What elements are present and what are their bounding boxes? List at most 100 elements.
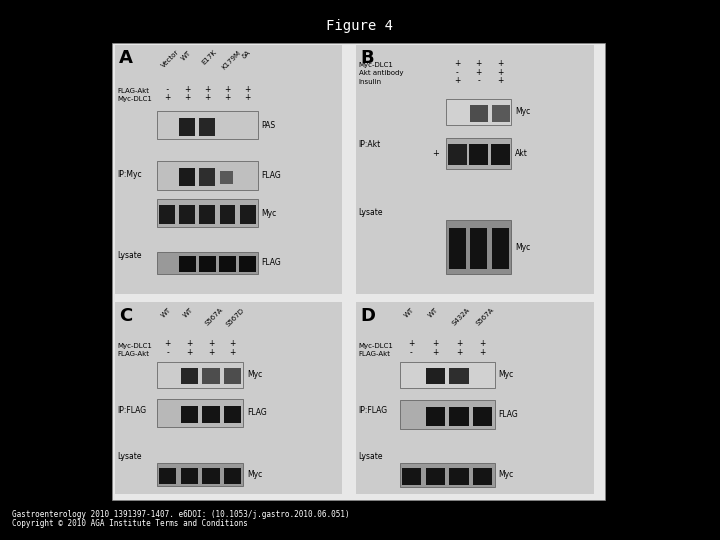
- Text: +: +: [476, 68, 482, 77]
- Text: Akt: Akt: [515, 149, 528, 158]
- Bar: [115, 302, 342, 494]
- Text: δA: δA: [241, 49, 252, 60]
- Bar: [199, 256, 216, 272]
- Text: +: +: [225, 93, 230, 102]
- Text: +: +: [456, 348, 462, 357]
- Bar: [449, 368, 469, 384]
- Text: -: -: [164, 85, 170, 94]
- Bar: [426, 468, 445, 485]
- Text: IP:Myc: IP:Myc: [117, 170, 142, 179]
- Text: +: +: [204, 93, 210, 102]
- Text: +: +: [498, 77, 503, 85]
- Bar: [224, 368, 241, 384]
- Text: Gastroenterology 2010 1391397-1407. e6DOI: (10.1053/j.gastro.2010.06.051): Gastroenterology 2010 1391397-1407. e6DO…: [12, 510, 350, 519]
- Bar: [179, 118, 195, 136]
- Text: Myc-DLC1: Myc-DLC1: [117, 342, 152, 349]
- Text: WT: WT: [427, 307, 439, 319]
- Text: IP:FLAG: IP:FLAG: [117, 406, 146, 415]
- Bar: [157, 199, 258, 227]
- Text: +: +: [204, 85, 210, 94]
- Text: S567D: S567D: [225, 307, 246, 327]
- Bar: [426, 368, 445, 384]
- Bar: [157, 252, 258, 274]
- Text: Myc: Myc: [515, 107, 530, 116]
- Text: WT: WT: [181, 49, 193, 61]
- Text: S567A: S567A: [204, 307, 224, 327]
- Text: Myc-DLC1: Myc-DLC1: [117, 96, 152, 102]
- Bar: [157, 399, 243, 427]
- Bar: [220, 171, 233, 184]
- Text: Lysate: Lysate: [359, 452, 383, 461]
- Text: Insulin: Insulin: [359, 78, 382, 85]
- Text: A: A: [119, 49, 132, 67]
- Bar: [199, 118, 215, 136]
- Bar: [179, 256, 196, 272]
- Bar: [181, 406, 198, 423]
- Text: Myc-DLC1: Myc-DLC1: [359, 62, 393, 69]
- Bar: [448, 144, 467, 165]
- Bar: [491, 144, 510, 165]
- Bar: [446, 99, 511, 125]
- Bar: [356, 302, 594, 494]
- Bar: [449, 468, 469, 485]
- Text: +: +: [480, 340, 486, 348]
- Bar: [492, 228, 509, 269]
- Text: FLAG: FLAG: [498, 410, 518, 419]
- Text: +: +: [480, 348, 486, 357]
- Text: Myc: Myc: [247, 470, 262, 479]
- Text: -: -: [456, 68, 459, 77]
- Text: K179M: K179M: [221, 49, 242, 70]
- Text: +: +: [165, 340, 171, 348]
- Text: Akt antibody: Akt antibody: [359, 70, 403, 77]
- Text: Myc: Myc: [515, 243, 530, 252]
- Text: FLAG: FLAG: [261, 171, 281, 180]
- Text: Myc: Myc: [261, 209, 276, 218]
- Text: C: C: [119, 307, 132, 325]
- Bar: [159, 205, 175, 224]
- Bar: [199, 205, 215, 224]
- Text: Lysate: Lysate: [117, 251, 142, 260]
- Bar: [181, 468, 198, 484]
- Bar: [449, 228, 466, 269]
- Bar: [446, 138, 511, 169]
- Bar: [179, 205, 195, 224]
- Text: Copyright © 2010 AGA Institute Terms and Conditions: Copyright © 2010 AGA Institute Terms and…: [12, 519, 248, 528]
- Text: +: +: [186, 348, 192, 357]
- Text: +: +: [432, 348, 438, 357]
- Text: +: +: [245, 93, 251, 102]
- Text: FLAG-Akt: FLAG-Akt: [117, 350, 149, 357]
- Text: B: B: [360, 49, 374, 67]
- Text: +: +: [498, 59, 503, 68]
- Text: S432A: S432A: [451, 307, 471, 327]
- Text: +: +: [230, 348, 235, 357]
- Bar: [469, 144, 488, 165]
- Text: Myc: Myc: [498, 370, 513, 379]
- Bar: [240, 205, 256, 224]
- Bar: [400, 463, 495, 487]
- Text: +: +: [432, 340, 438, 348]
- Bar: [157, 161, 258, 190]
- Text: +: +: [184, 93, 190, 102]
- Bar: [157, 463, 243, 486]
- Text: +: +: [408, 340, 415, 348]
- Bar: [220, 205, 235, 224]
- Text: +: +: [164, 93, 170, 102]
- Text: +: +: [456, 340, 462, 348]
- Text: +: +: [245, 85, 251, 94]
- Bar: [470, 105, 488, 122]
- Bar: [159, 468, 176, 484]
- Text: WT: WT: [182, 307, 194, 319]
- Text: +: +: [454, 77, 460, 85]
- Text: E17K: E17K: [201, 49, 217, 66]
- Bar: [446, 220, 511, 274]
- Text: -: -: [166, 348, 169, 357]
- Bar: [400, 362, 495, 388]
- Text: +: +: [184, 85, 190, 94]
- Text: +: +: [225, 85, 230, 94]
- Bar: [224, 406, 241, 423]
- Bar: [112, 43, 605, 500]
- Bar: [157, 362, 243, 388]
- Text: +: +: [208, 348, 214, 357]
- Text: Myc: Myc: [247, 370, 262, 379]
- Text: D: D: [360, 307, 375, 325]
